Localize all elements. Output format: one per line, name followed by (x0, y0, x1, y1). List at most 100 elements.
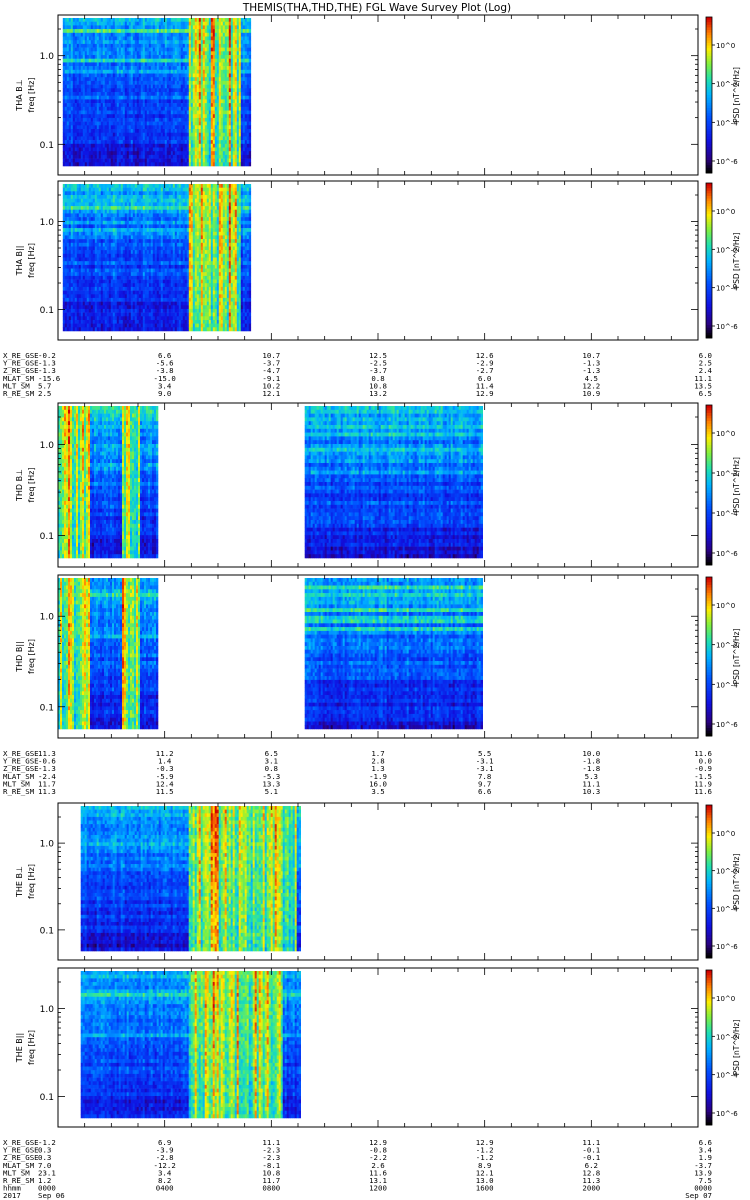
spectrogram-cell (98, 32, 102, 37)
spectrogram-cell (66, 191, 70, 196)
spectrogram-cell (100, 32, 104, 37)
spectrogram-cell (164, 117, 168, 122)
spectrogram-cell (192, 106, 196, 111)
spectrogram-cell (70, 58, 74, 63)
spectrogram-cell (98, 110, 102, 115)
spectrogram-cell (108, 217, 112, 222)
spectrogram-cell (226, 58, 230, 63)
spectrogram-cell (160, 95, 164, 100)
spectrogram-cell (84, 217, 88, 222)
spectrogram-cell (90, 136, 94, 141)
spectrogram-cell (100, 99, 104, 104)
colorbar-cell (706, 69, 712, 72)
spectrogram-cell (124, 29, 128, 34)
spectrogram-cell (240, 147, 244, 152)
spectrogram-cell (96, 323, 100, 328)
spectrogram-cell (110, 77, 114, 82)
spectrogram-cell (130, 140, 134, 145)
spectrogram-cell (160, 110, 164, 115)
spectrogram-cell (140, 21, 144, 26)
spectrogram-cell (176, 103, 180, 108)
spectrogram-cell (100, 320, 104, 324)
spectrogram-cell (138, 147, 142, 152)
spectrogram-cell (130, 132, 134, 137)
spectrogram-cell (142, 77, 146, 82)
spectrogram-cell (212, 58, 216, 63)
spectrogram-cell (90, 51, 94, 56)
spectrogram-cell (248, 154, 252, 159)
spectrogram-cell (144, 32, 148, 37)
spectrogram-cell (110, 66, 114, 71)
spectrogram-cell (130, 99, 134, 104)
spectrogram-cell (102, 125, 106, 130)
spectrogram-cell (200, 69, 204, 74)
spectrogram-cell (78, 312, 82, 317)
spectrogram-cell (66, 305, 70, 310)
spectrogram-cell (94, 36, 98, 41)
spectrogram-cell (142, 25, 146, 30)
spectrogram-cell (114, 275, 118, 280)
spectrogram-cell (108, 29, 112, 34)
spectrogram-cell (108, 323, 112, 328)
spectrogram-cell (120, 88, 124, 93)
spectrogram-segment (62, 184, 252, 332)
spectrogram-cell (160, 25, 164, 30)
spectrogram-cell (106, 25, 110, 30)
spectrogram-cell (114, 99, 118, 104)
spectrogram-cell (66, 88, 70, 93)
spectrogram-cell (232, 92, 236, 96)
spectrogram-cell (196, 80, 200, 85)
spectrogram-cell (188, 18, 192, 22)
spectrogram-cell (106, 18, 110, 22)
spectrogram-cell (230, 25, 234, 30)
spectrogram-cell (98, 58, 102, 63)
spectrogram-cell (184, 51, 188, 56)
spectrogram-cell (156, 147, 160, 152)
spectrogram-cell (154, 151, 158, 156)
spectrogram-cell (170, 62, 174, 67)
spectrogram-cell (142, 99, 146, 104)
spectrogram-cell (98, 297, 102, 302)
spectrogram-cell (172, 73, 176, 78)
spectrogram-cell (66, 257, 70, 262)
spectrogram-cell (134, 92, 138, 96)
spectrogram-cell (232, 66, 236, 71)
spectrogram-cell (74, 73, 78, 78)
spectrogram-cell (78, 286, 82, 291)
spectrogram-cell (170, 36, 174, 41)
spectrogram-cell (200, 18, 204, 22)
spectrogram-cell (166, 77, 170, 82)
colorbar-cell (706, 123, 712, 127)
spectrogram-cell (100, 206, 104, 211)
spectrogram-cell (142, 18, 146, 22)
spectrogram-cell (162, 140, 166, 145)
spectrogram-cell (86, 55, 90, 59)
spectrogram-cell (248, 114, 252, 119)
spectrogram-cell (208, 66, 212, 71)
spectrogram-cell (74, 36, 78, 41)
spectrogram-cell (216, 95, 220, 100)
spectrogram-cell (208, 110, 212, 115)
spectrogram-cell (192, 21, 196, 26)
spectrogram-cell (74, 253, 78, 258)
colorbar-cell (706, 17, 712, 20)
spectrogram-cell (244, 129, 248, 133)
spectrogram-cell (78, 114, 82, 119)
spectrogram-cell (66, 25, 70, 30)
spectrogram-cell (242, 58, 246, 63)
spectrogram-cell (80, 117, 84, 122)
spectrogram-cell (240, 158, 244, 163)
spectrogram-cell (70, 162, 74, 167)
spectrogram-cell (126, 58, 130, 63)
spectrogram-cell (222, 32, 226, 37)
spectrogram-cell (66, 136, 70, 141)
spectrogram-cell (130, 158, 134, 163)
spectrogram-cell (212, 40, 216, 45)
spectrogram-cell (234, 147, 238, 152)
spectrogram-cell (186, 80, 190, 85)
spectrogram-cell (94, 62, 98, 67)
spectrogram-cell (244, 36, 248, 41)
spectrogram-cell (154, 143, 158, 148)
spectrogram-cell (74, 121, 78, 126)
spectrogram-cell (136, 32, 140, 37)
